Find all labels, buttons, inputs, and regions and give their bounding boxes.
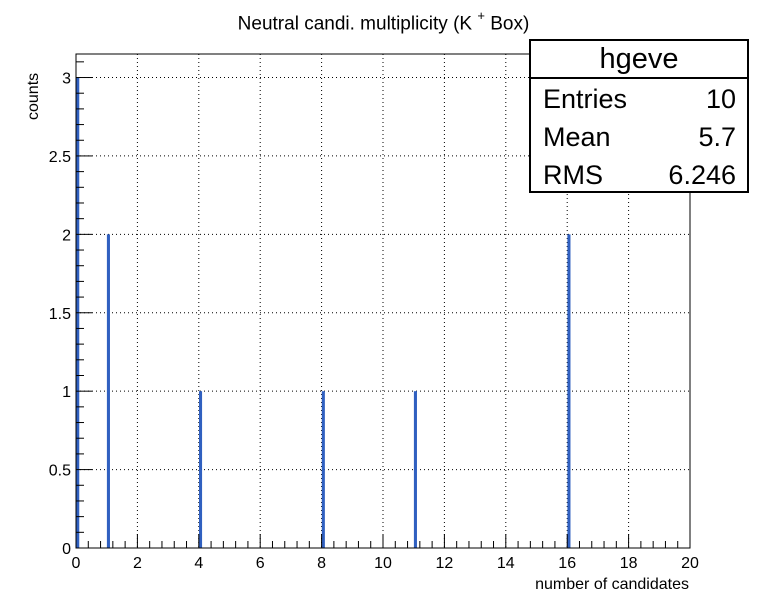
stats-value: 10: [705, 84, 736, 114]
x-tick-label: 8: [317, 555, 326, 572]
stats-row-rms: RMS 6.246: [531, 155, 747, 193]
y-tick-label: 2.5: [49, 149, 71, 166]
x-tick-label: 0: [72, 555, 81, 572]
histogram-bar: [567, 234, 571, 548]
y-axis-ticks: 0 0.5 1 1.5 2 2.5 3: [49, 61, 92, 558]
y-tick-label: 0.5: [49, 463, 71, 480]
x-tick-label: 10: [374, 555, 392, 572]
title-superscript: +: [477, 8, 485, 23]
y-tick-label: 0: [62, 541, 71, 558]
y-axis-label: counts: [25, 72, 42, 120]
histogram-bar: [199, 391, 203, 548]
x-tick-label: 18: [620, 555, 638, 572]
title-main: Neutral candi. multiplicity (K: [237, 13, 473, 35]
x-tick-label: 16: [558, 555, 576, 572]
x-tick-label: 6: [256, 555, 265, 572]
x-tick-label: 2: [133, 555, 142, 572]
histogram-bar: [106, 234, 110, 548]
y-tick-label: 3: [62, 71, 71, 88]
x-tick-label: 12: [436, 555, 454, 572]
chart-title: Neutral candi. multiplicity (K + Box): [0, 8, 767, 35]
stats-value: 5.7: [698, 122, 736, 152]
x-tick-label: 14: [497, 555, 515, 572]
histogram-bar: [413, 391, 417, 548]
stats-label: Mean: [543, 122, 611, 152]
x-tick-label: 20: [681, 555, 699, 572]
stats-row-entries: Entries 10: [531, 79, 747, 117]
y-tick-label: 1: [62, 384, 71, 401]
stats-box-title: hgeve: [531, 41, 747, 79]
x-tick-label: 4: [194, 555, 203, 572]
histogram-bar: [321, 391, 325, 548]
stats-label: RMS: [543, 160, 603, 190]
x-axis-ticks: 0 2 4 6 8 10 12 14 16 18 20: [72, 534, 699, 572]
stats-value: 6.246: [668, 160, 736, 190]
title-tail: Box): [484, 13, 530, 35]
y-tick-label: 1.5: [49, 306, 71, 323]
stats-row-mean: Mean 5.7: [531, 117, 747, 155]
stats-label: Entries: [543, 84, 628, 114]
stats-box: hgeve Entries 10 Mean 5.7 RMS 6.246: [529, 39, 749, 193]
y-tick-label: 2: [62, 227, 71, 244]
x-axis-label: number of candidates: [535, 576, 689, 593]
